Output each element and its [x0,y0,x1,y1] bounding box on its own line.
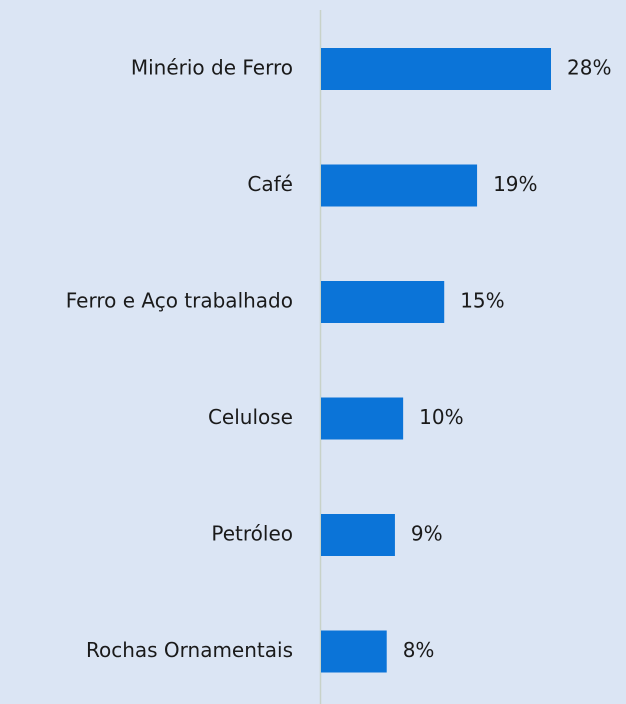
category-label: Ferro e Aço trabalhado [66,289,293,313]
category-label: Rochas Ornamentais [86,638,293,662]
value-label: 10% [419,405,463,429]
value-label: 15% [460,289,504,313]
value-label: 19% [493,172,537,196]
bar [321,164,478,207]
bar [321,48,551,90]
value-label: 8% [403,638,435,662]
value-label: 9% [411,522,443,546]
bar [321,397,404,440]
bar [321,630,387,673]
category-label: Minério de Ferro [131,56,293,80]
category-label: Café [247,172,293,196]
value-label: 28% [567,56,611,80]
category-label: Celulose [208,405,293,429]
bar [321,514,395,556]
bar [321,281,445,323]
category-label: Petróleo [211,522,293,546]
